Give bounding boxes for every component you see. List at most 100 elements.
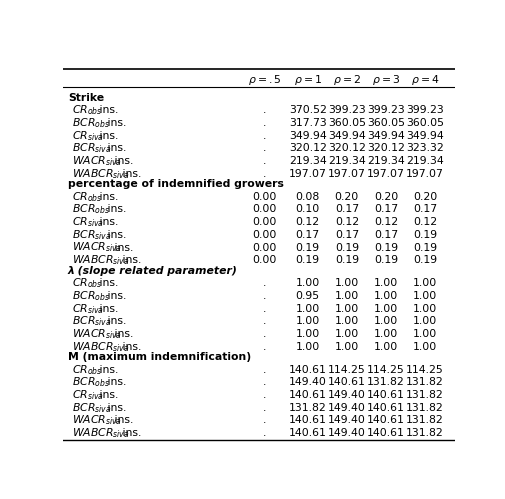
Text: 349.94: 349.94 (367, 131, 405, 141)
Text: .: . (263, 278, 266, 288)
Text: 197.07: 197.07 (406, 169, 444, 179)
Text: .: . (263, 316, 266, 326)
Text: 149.40: 149.40 (289, 377, 327, 387)
Text: 0.17: 0.17 (374, 205, 398, 215)
Text: 399.23: 399.23 (328, 105, 366, 115)
Text: $BCR_{siva}$: $BCR_{siva}$ (72, 314, 111, 328)
Text: 0.20: 0.20 (413, 192, 437, 202)
Text: 140.61: 140.61 (367, 390, 405, 400)
Text: ins.: ins. (104, 316, 126, 326)
Text: 0.00: 0.00 (252, 243, 277, 252)
Text: 0.12: 0.12 (374, 217, 398, 227)
Text: 0.00: 0.00 (252, 255, 277, 265)
Text: 1.00: 1.00 (413, 329, 437, 339)
Text: $CR_{siva}$: $CR_{siva}$ (72, 129, 104, 143)
Text: 0.00: 0.00 (252, 230, 277, 240)
Text: 1.00: 1.00 (335, 303, 359, 314)
Text: .: . (263, 342, 266, 352)
Text: 0.17: 0.17 (295, 230, 320, 240)
Text: ins.: ins. (96, 131, 118, 141)
Text: .: . (263, 118, 266, 128)
Text: 149.40: 149.40 (328, 403, 366, 413)
Text: .: . (263, 377, 266, 387)
Text: ins.: ins. (104, 291, 126, 301)
Text: 114.25: 114.25 (367, 365, 405, 375)
Text: 131.82: 131.82 (289, 403, 327, 413)
Text: $\rho = 3$: $\rho = 3$ (372, 73, 400, 87)
Text: 0.00: 0.00 (252, 205, 277, 215)
Text: 320.12: 320.12 (289, 143, 327, 153)
Text: 131.82: 131.82 (406, 390, 444, 400)
Text: ins.: ins. (104, 118, 126, 128)
Text: .: . (263, 416, 266, 426)
Text: $BCR_{obs}$: $BCR_{obs}$ (72, 116, 110, 130)
Text: 140.61: 140.61 (367, 403, 405, 413)
Text: .: . (263, 105, 266, 115)
Text: 1.00: 1.00 (335, 342, 359, 352)
Text: 0.19: 0.19 (295, 255, 320, 265)
Text: 1.00: 1.00 (413, 303, 437, 314)
Text: .: . (263, 390, 266, 400)
Text: ins.: ins. (111, 416, 133, 426)
Text: 219.34: 219.34 (406, 156, 444, 166)
Text: $CR_{siva}$: $CR_{siva}$ (72, 215, 104, 229)
Text: 1.00: 1.00 (374, 342, 398, 352)
Text: $CR_{siva}$: $CR_{siva}$ (72, 388, 104, 402)
Text: $CR_{siva}$: $CR_{siva}$ (72, 302, 104, 315)
Text: 114.25: 114.25 (406, 365, 444, 375)
Text: 1.00: 1.00 (374, 303, 398, 314)
Text: 1.00: 1.00 (374, 278, 398, 288)
Text: $BCR_{obs}$: $BCR_{obs}$ (72, 203, 110, 217)
Text: 219.34: 219.34 (328, 156, 366, 166)
Text: .: . (263, 169, 266, 179)
Text: 1.00: 1.00 (413, 342, 437, 352)
Text: 1.00: 1.00 (295, 329, 320, 339)
Text: 399.23: 399.23 (367, 105, 405, 115)
Text: 1.00: 1.00 (295, 278, 320, 288)
Text: 1.00: 1.00 (413, 291, 437, 301)
Text: ins.: ins. (120, 342, 142, 352)
Text: 131.82: 131.82 (406, 428, 444, 438)
Text: $WACR_{siva}$: $WACR_{siva}$ (72, 154, 122, 168)
Text: .: . (263, 143, 266, 153)
Text: $\rho = 1$: $\rho = 1$ (293, 73, 322, 87)
Text: 0.19: 0.19 (413, 243, 437, 252)
Text: 317.73: 317.73 (289, 118, 327, 128)
Text: 1.00: 1.00 (335, 316, 359, 326)
Text: 1.00: 1.00 (374, 329, 398, 339)
Text: M (maximum indemnification): M (maximum indemnification) (68, 352, 251, 362)
Text: 1.00: 1.00 (374, 291, 398, 301)
Text: 370.52: 370.52 (289, 105, 327, 115)
Text: ins.: ins. (96, 217, 118, 227)
Text: ins.: ins. (120, 255, 142, 265)
Text: 1.00: 1.00 (413, 278, 437, 288)
Text: 0.95: 0.95 (295, 291, 320, 301)
Text: 140.61: 140.61 (289, 390, 327, 400)
Text: $CR_{obs}$: $CR_{obs}$ (72, 276, 102, 290)
Text: 197.07: 197.07 (367, 169, 405, 179)
Text: 197.07: 197.07 (328, 169, 366, 179)
Text: 1.00: 1.00 (335, 329, 359, 339)
Text: percentage of indemnified growers: percentage of indemnified growers (68, 179, 284, 189)
Text: 0.19: 0.19 (374, 243, 398, 252)
Text: 360.05: 360.05 (328, 118, 366, 128)
Text: 149.40: 149.40 (328, 390, 366, 400)
Text: 349.94: 349.94 (406, 131, 444, 141)
Text: 0.20: 0.20 (374, 192, 398, 202)
Text: 349.94: 349.94 (328, 131, 366, 141)
Text: 0.19: 0.19 (295, 243, 320, 252)
Text: 0.17: 0.17 (335, 230, 359, 240)
Text: 1.00: 1.00 (295, 316, 320, 326)
Text: .: . (263, 291, 266, 301)
Text: 131.82: 131.82 (367, 377, 405, 387)
Text: 140.61: 140.61 (289, 428, 327, 438)
Text: $WACR_{siva}$: $WACR_{siva}$ (72, 414, 122, 427)
Text: 0.12: 0.12 (335, 217, 359, 227)
Text: 1.00: 1.00 (413, 316, 437, 326)
Text: ins.: ins. (104, 143, 126, 153)
Text: 219.34: 219.34 (289, 156, 327, 166)
Text: ins.: ins. (96, 105, 118, 115)
Text: 0.17: 0.17 (335, 205, 359, 215)
Text: $BCR_{siva}$: $BCR_{siva}$ (72, 228, 111, 242)
Text: .: . (263, 329, 266, 339)
